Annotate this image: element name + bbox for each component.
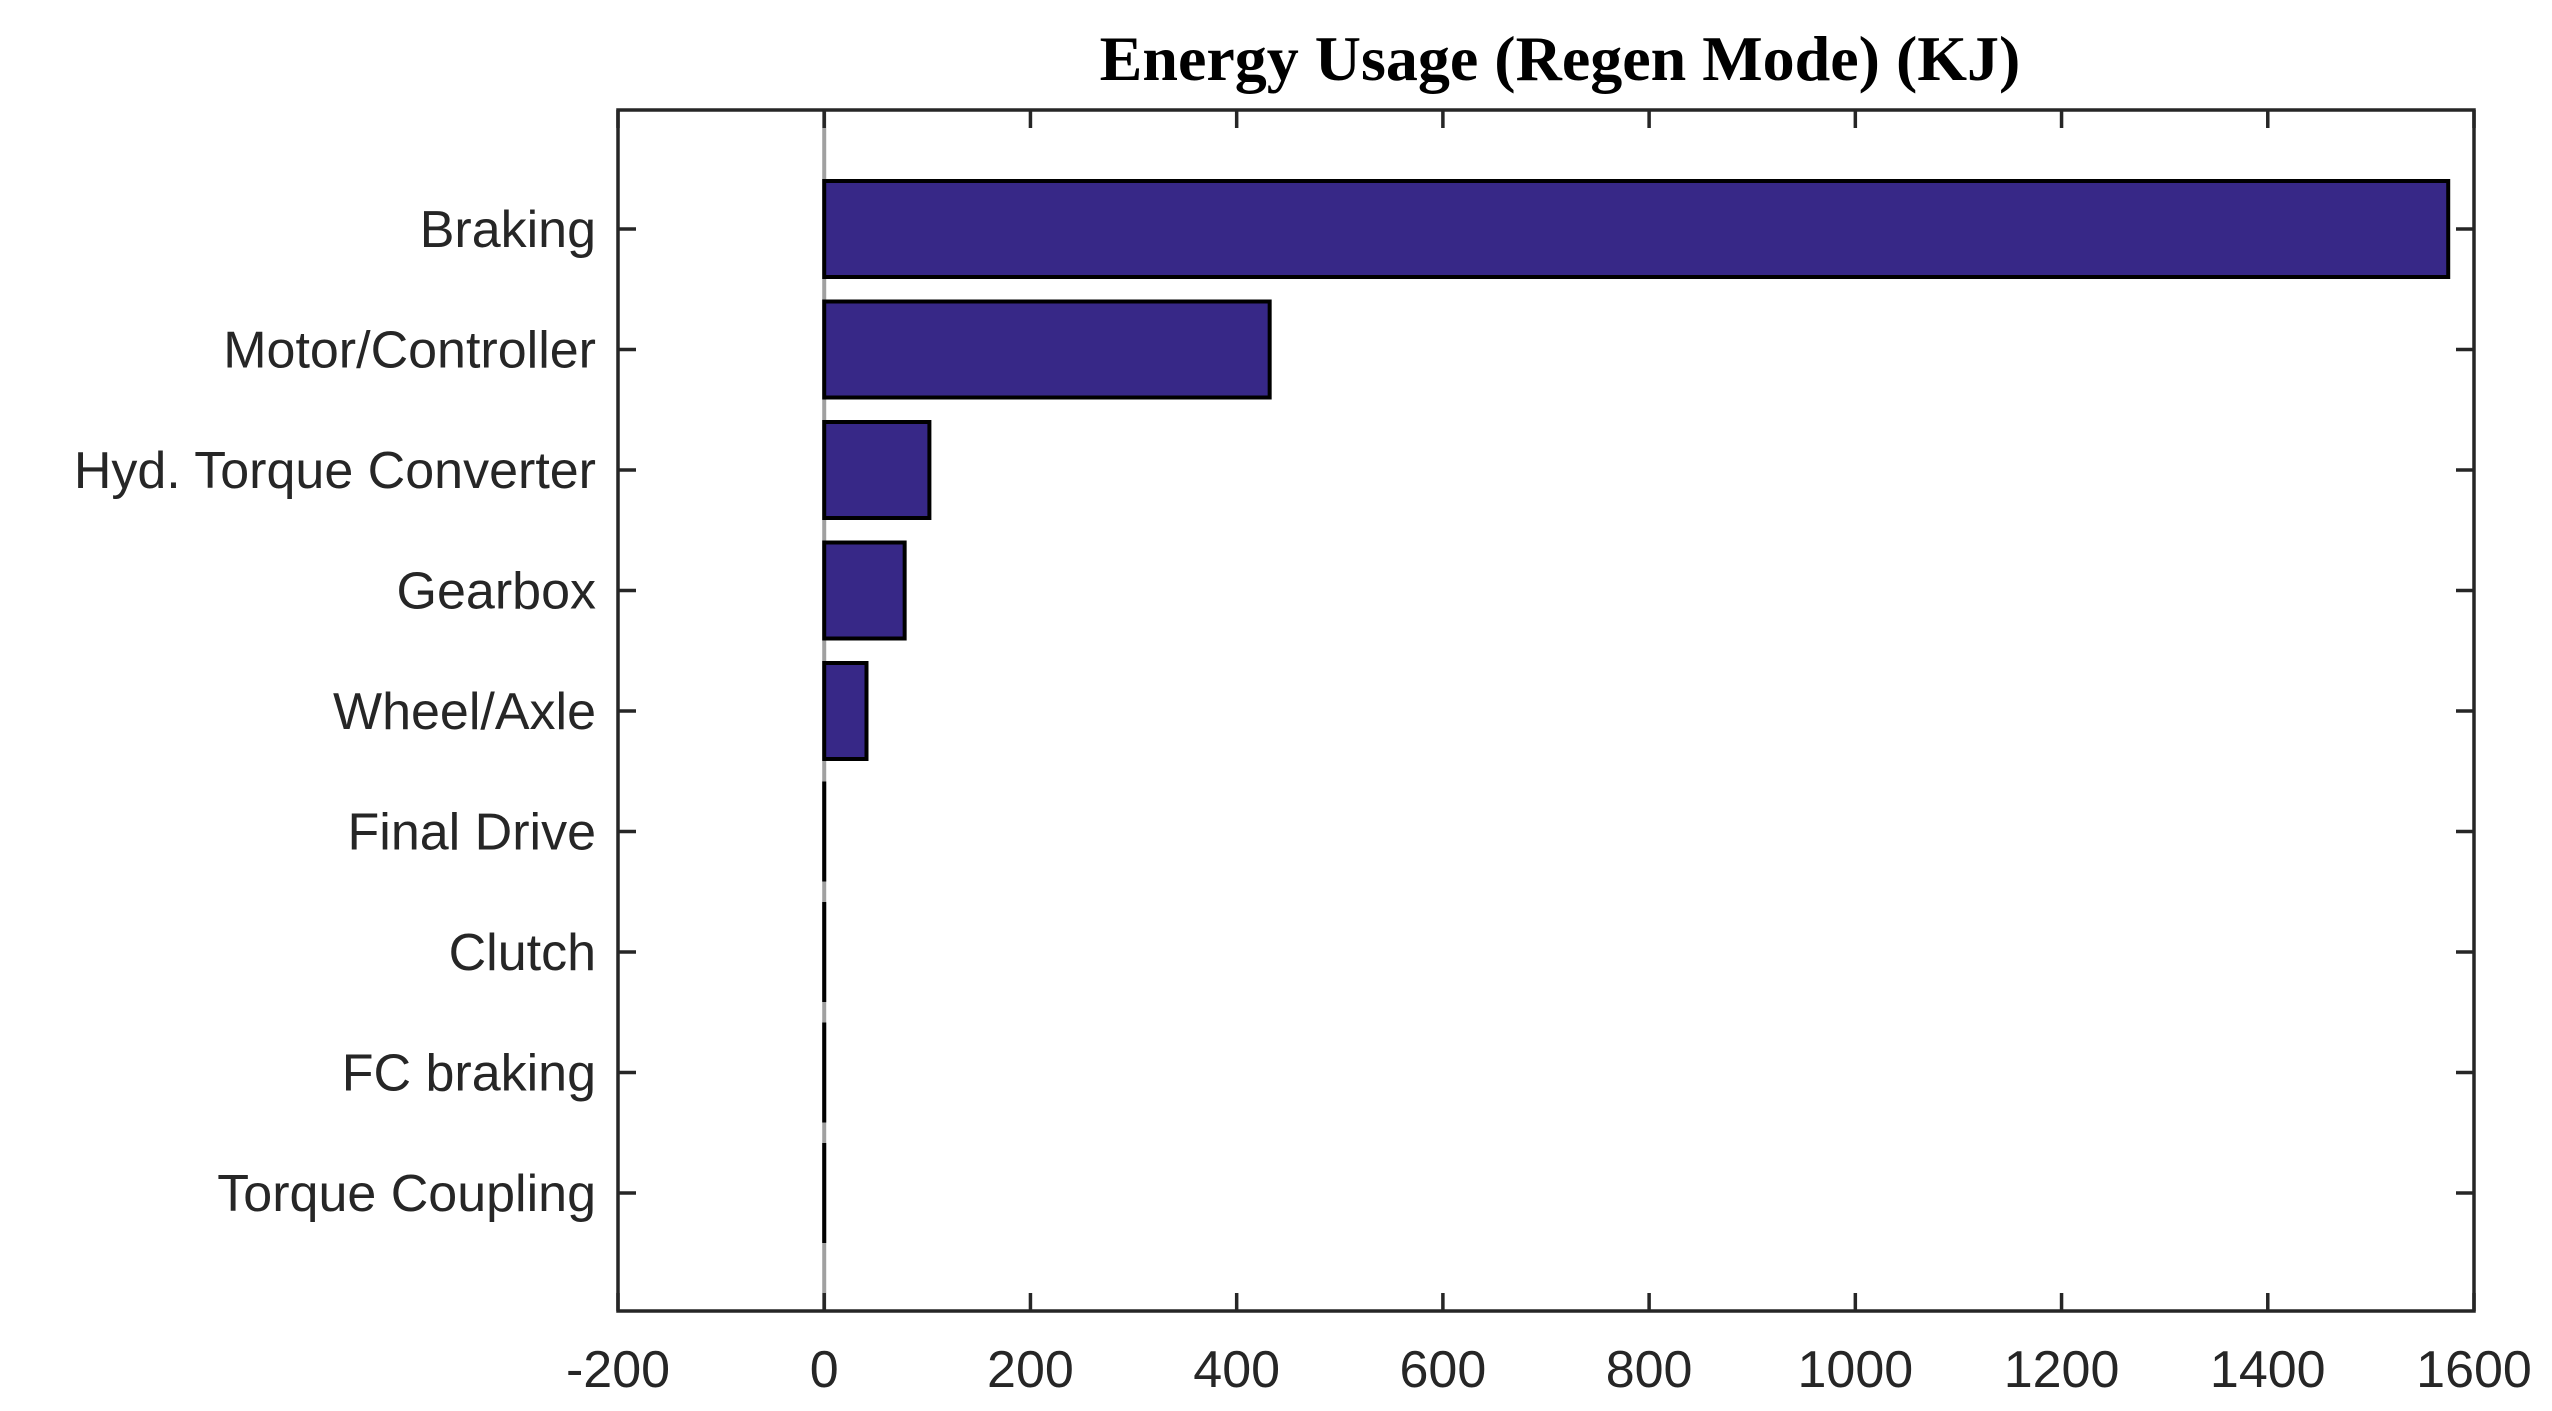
y-tick-label-2: Hyd. Torque Converter (74, 442, 596, 500)
x-tick-label-6: 1000 (1797, 1341, 1913, 1399)
x-tick-label-1: 0 (810, 1341, 839, 1399)
x-tick-label-0: -200 (566, 1341, 670, 1399)
bars-group (822, 179, 2451, 1243)
y-axis-labels: Braking Motor/Controller Hyd. Torque Conve… (74, 201, 596, 1223)
bar-2 (822, 420, 932, 520)
x-tick-label-4: 600 (1400, 1341, 1487, 1399)
ticks-group (616, 110, 2476, 1311)
x-tick-label-8: 1400 (2210, 1341, 2326, 1399)
y-tick-label-6: Clutch (449, 924, 596, 982)
y-tick-label-4: Wheel/Axle (333, 683, 596, 741)
y-tick-label-7: FC braking (342, 1045, 596, 1103)
y-tick-label-3: Gearbox (397, 563, 596, 621)
chart-title: Energy Usage (Regen Mode) (KJ) (1100, 23, 2021, 94)
x-tick-label-3: 400 (1193, 1341, 1280, 1399)
plot-area-frame (616, 108, 2476, 1313)
bar-0 (822, 179, 2451, 279)
y-tick-label-1: Motor/Controller (223, 322, 596, 380)
x-tick-label-9: 1600 (2416, 1341, 2532, 1399)
y-tick-label-0: Braking (420, 201, 596, 259)
y-tick-label-8: Torque Coupling (217, 1165, 596, 1223)
x-tick-label-2: 200 (987, 1341, 1074, 1399)
bar-4 (822, 661, 869, 761)
bar-3 (822, 540, 907, 641)
x-tick-label-5: 800 (1606, 1341, 1693, 1399)
x-axis-labels: -200 0 200 400 600 800 1000 1200 1400 1600 (566, 1341, 2532, 1399)
bar-1 (822, 299, 1272, 400)
x-tick-label-7: 1200 (2004, 1341, 2120, 1399)
y-tick-label-5: Final Drive (348, 804, 597, 862)
